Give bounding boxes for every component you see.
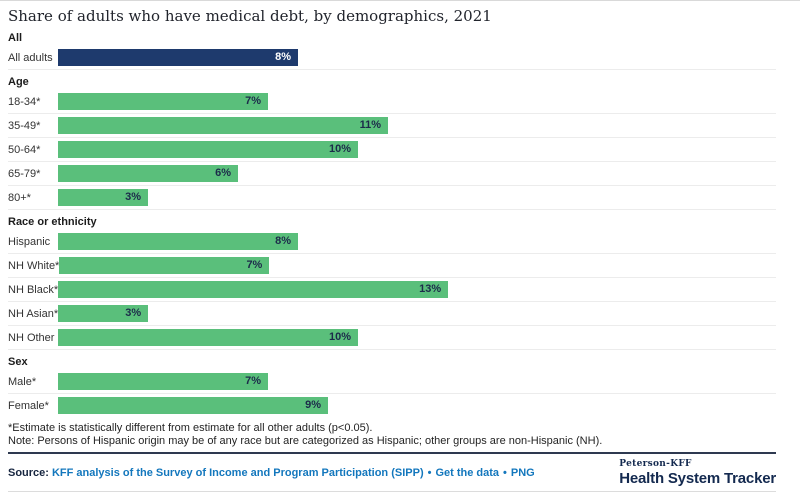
bar: 6% xyxy=(58,165,238,182)
bar-track: 7% xyxy=(59,257,776,274)
bar: 3% xyxy=(58,305,149,322)
bar: 9% xyxy=(58,397,328,414)
bar-value-label: 7% xyxy=(245,95,261,107)
row-label: NH Asian* xyxy=(8,307,59,320)
bar-value-label: 3% xyxy=(125,307,142,319)
footnote-hispanic-note: Note: Persons of Hispanic origin may be … xyxy=(8,435,603,447)
footer: Source: KFF analysis of the Survey of Inc… xyxy=(8,452,776,492)
bar: 8% xyxy=(58,233,298,250)
bar-row: 65-79* 6% xyxy=(8,162,776,186)
row-label: All adults xyxy=(8,51,53,64)
row-label: Male* xyxy=(8,375,37,388)
bar-track: 3% xyxy=(58,189,776,206)
bar-chart: All All adults 8% Age 18-34* 7% 35-49* 11% 50-64… xyxy=(8,32,776,417)
bar-track: 10% xyxy=(58,141,776,158)
bar-track: 3% xyxy=(58,305,776,322)
bar-row: 18-34* 7% xyxy=(8,90,776,114)
chart-group: All All adults 8% xyxy=(8,32,776,70)
bar-value-label: 6% xyxy=(215,167,231,179)
bar-value-label: 13% xyxy=(419,283,442,295)
bar-value-label: 7% xyxy=(245,375,261,387)
chart-card: Share of adults who have medical debt, b… xyxy=(0,7,800,492)
chart-group: Sex Male* 7% Female* 9% xyxy=(8,356,776,417)
bar-row: Male* 7% xyxy=(8,370,776,394)
row-label: 50-64* xyxy=(8,143,41,156)
bar-row: NH White* 7% xyxy=(8,254,776,278)
bar-value-label: 8% xyxy=(275,235,291,247)
bar: 8% xyxy=(58,49,298,66)
bar: 13% xyxy=(58,281,449,298)
footnotes: *Estimate is statistically different fro… xyxy=(8,422,776,448)
bar: 10% xyxy=(58,141,358,158)
source-link-kff-analysis[interactable]: KFF analysis of the Survey of Income and… xyxy=(51,467,424,479)
bar: 11% xyxy=(58,117,388,134)
bar-track: 7% xyxy=(58,373,776,390)
chart-title: Share of adults who have medical debt, b… xyxy=(8,7,492,25)
bar-row: 35-49* 11% xyxy=(8,114,776,138)
bar-row: NH Black* 13% xyxy=(8,278,776,302)
bar: 7% xyxy=(58,93,268,110)
get-the-data-link[interactable]: Get the data xyxy=(435,467,500,479)
png-link[interactable]: PNG xyxy=(510,467,535,479)
bar-value-label: 11% xyxy=(359,119,381,131)
bar-row: 80+* 3% xyxy=(8,186,776,210)
link-separator-dot: • xyxy=(503,467,507,479)
bar: 7% xyxy=(59,257,270,274)
group-label: Race or ethnicity xyxy=(8,216,97,228)
row-label: Female* xyxy=(8,399,49,412)
bar-track: 9% xyxy=(58,397,776,414)
peterson-kff-wordmark: Peterson-KFF xyxy=(619,459,692,469)
bar-row: All adults 8% xyxy=(8,46,776,70)
footnote-significance: *Estimate is statistically different fro… xyxy=(8,422,373,434)
row-label: 35-49* xyxy=(8,119,41,132)
health-system-tracker-wordmark: Health System Tracker xyxy=(619,470,776,487)
source-line: Source: KFF analysis of the Survey of Inc… xyxy=(8,467,535,479)
row-label: 80+* xyxy=(8,191,31,204)
row-label: 65-79* xyxy=(8,167,41,180)
row-label: NH White* xyxy=(8,259,60,272)
bar-track: 8% xyxy=(58,233,776,250)
bar-row: Female* 9% xyxy=(8,394,776,417)
group-label: All xyxy=(8,32,23,44)
bar-row: NH Other 10% xyxy=(8,326,776,350)
bar: 10% xyxy=(58,329,358,346)
bar-value-label: 9% xyxy=(305,399,321,411)
row-label: 18-34* xyxy=(8,95,41,108)
bar: 3% xyxy=(58,189,148,206)
bar-value-label: 8% xyxy=(275,51,291,63)
bar-track: 8% xyxy=(58,49,776,66)
bar-value-label: 10% xyxy=(328,331,351,343)
health-system-tracker-logo[interactable]: Peterson-KFF Health System Tracker xyxy=(619,459,776,487)
bar-track: 10% xyxy=(58,329,776,346)
bar-track: 11% xyxy=(58,117,776,134)
bar-track: 13% xyxy=(58,281,776,298)
bar-value-label: 7% xyxy=(246,259,263,271)
bar-row: Hispanic 8% xyxy=(8,230,776,254)
row-label: NH Black* xyxy=(8,283,59,296)
bar-row: 50-64* 10% xyxy=(8,138,776,162)
bar: 7% xyxy=(58,373,268,390)
row-label: NH Other xyxy=(8,331,55,344)
bar-value-label: 10% xyxy=(328,143,351,155)
group-label: Age xyxy=(8,76,29,88)
chart-group: Age 18-34* 7% 35-49* 11% 50-64* 10% 65-79* 6% 80+… xyxy=(8,76,776,210)
chart-group: Race or ethnicity Hispanic 8% NH White* 7% NH… xyxy=(8,216,776,350)
row-label: Hispanic xyxy=(8,235,51,248)
bar-track: 6% xyxy=(58,165,776,182)
group-label: Sex xyxy=(8,356,28,368)
bar-value-label: 3% xyxy=(125,191,141,203)
link-separator-dot: • xyxy=(427,467,432,479)
bar-row: NH Asian* 3% xyxy=(8,302,776,326)
source-label: Source: xyxy=(8,467,49,479)
bar-track: 7% xyxy=(58,93,776,110)
